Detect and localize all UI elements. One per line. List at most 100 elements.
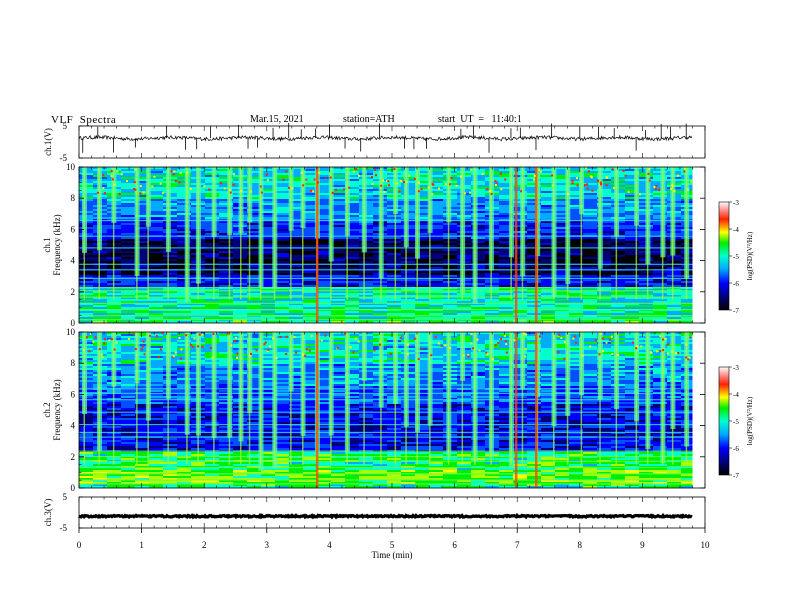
spectrogram-cell bbox=[639, 267, 653, 269]
spectrogram-cell bbox=[303, 267, 317, 269]
spectrogram-cell bbox=[219, 354, 233, 356]
spectrogram-cell bbox=[653, 181, 667, 183]
spectrogram-cell bbox=[247, 169, 261, 171]
spectrogram-cell bbox=[205, 249, 219, 251]
spectrogram-cell bbox=[527, 362, 541, 364]
spectrogram-cell bbox=[177, 281, 191, 283]
spectrogram-cell bbox=[345, 338, 359, 340]
spectrogram-cell bbox=[597, 340, 611, 342]
spectrogram-cell bbox=[163, 305, 177, 307]
speckle bbox=[305, 178, 308, 181]
spectrogram-cell bbox=[471, 243, 485, 245]
spectrogram-cell bbox=[121, 203, 135, 205]
spectrogram-cell bbox=[625, 261, 639, 263]
spectrogram-cell bbox=[261, 213, 275, 215]
spectrogram-cell bbox=[177, 203, 191, 205]
speckle bbox=[348, 186, 351, 189]
spectrogram-cell bbox=[429, 281, 443, 283]
spectrogram-cell bbox=[429, 313, 443, 315]
spectrogram-cell bbox=[275, 350, 289, 352]
spectrogram-cell bbox=[303, 193, 317, 195]
spectrogram-cell bbox=[429, 352, 443, 354]
spectrogram-cell bbox=[625, 169, 639, 171]
spectrogram-cell bbox=[345, 207, 359, 209]
spectrogram-cell bbox=[345, 189, 359, 191]
spectrogram-cell bbox=[583, 249, 597, 251]
spectrogram-cell bbox=[205, 271, 219, 273]
spectrogram-cell bbox=[429, 360, 443, 362]
spectrogram-cell bbox=[219, 223, 233, 225]
spectrogram-cell bbox=[513, 273, 527, 275]
spectrogram-cell bbox=[331, 241, 345, 243]
spectrogram-cell bbox=[611, 245, 625, 247]
spectrogram-cell bbox=[289, 259, 303, 261]
spectrogram-cell bbox=[415, 259, 429, 261]
spectrogram-cell bbox=[499, 362, 513, 364]
spectrogram-cell bbox=[513, 336, 527, 338]
spectrogram-cell bbox=[569, 199, 583, 201]
spectrogram-cell bbox=[583, 289, 597, 291]
spectrogram-cell bbox=[527, 303, 541, 305]
spectrogram-cell bbox=[569, 185, 583, 187]
spectrogram-cell bbox=[177, 297, 191, 299]
spectrogram-cell bbox=[415, 249, 429, 251]
spectrogram-cell bbox=[527, 279, 541, 281]
spectrogram-cell bbox=[471, 205, 485, 207]
spectrogram-cell bbox=[317, 201, 331, 203]
spectrogram-cell bbox=[415, 255, 429, 257]
spectrogram-cell bbox=[513, 360, 527, 362]
spectrogram-cell bbox=[527, 237, 541, 239]
spectrogram-cell bbox=[205, 279, 219, 281]
speckle bbox=[539, 170, 542, 173]
spectrogram-cell bbox=[681, 307, 693, 309]
spectrogram-cell bbox=[653, 209, 667, 211]
spectrogram-cell bbox=[275, 233, 289, 235]
spectrogram-cell bbox=[583, 275, 597, 277]
spectrogram-cell bbox=[429, 305, 443, 307]
spectrogram-cell bbox=[387, 227, 401, 229]
spectrogram-cell bbox=[219, 177, 233, 179]
spectrogram-cell bbox=[471, 279, 485, 281]
spectrogram-cell bbox=[513, 350, 527, 352]
spectrogram-cell bbox=[135, 257, 149, 259]
spectrogram-cell bbox=[429, 307, 443, 309]
spectrogram-cell bbox=[569, 332, 583, 334]
spectrogram-cell bbox=[667, 261, 681, 263]
spectrogram-cell bbox=[667, 267, 681, 269]
spectrogram-cell bbox=[345, 259, 359, 261]
spectrogram-cell bbox=[429, 346, 443, 348]
spectrogram-cell bbox=[177, 217, 191, 219]
spectrogram-cell bbox=[373, 305, 387, 307]
spectrogram-cell bbox=[219, 317, 233, 319]
spectrogram-cell bbox=[261, 295, 275, 297]
speckle bbox=[638, 193, 641, 196]
spectrogram-cell bbox=[345, 253, 359, 255]
speckle bbox=[170, 170, 173, 173]
spectrogram-cell bbox=[163, 297, 177, 299]
spectrogram-cell bbox=[177, 279, 191, 281]
spectrogram-cell bbox=[443, 261, 457, 263]
spectrogram-cell bbox=[275, 259, 289, 261]
spectrogram-cell bbox=[163, 295, 177, 297]
spectrogram-cell bbox=[205, 265, 219, 267]
speckle bbox=[102, 174, 105, 177]
spectrogram-cell bbox=[513, 374, 527, 376]
spectrogram-cell bbox=[345, 243, 359, 245]
spectrogram-cell bbox=[415, 366, 429, 368]
spectrogram-cell bbox=[219, 289, 233, 291]
spectrogram-cell bbox=[205, 283, 219, 285]
spectrogram-cell bbox=[569, 346, 583, 348]
spectrogram-cell bbox=[247, 305, 261, 307]
spectrogram-cell bbox=[569, 207, 583, 209]
spectrogram-cell bbox=[471, 313, 485, 315]
spectrogram-cell bbox=[121, 177, 135, 179]
spectrogram-cell bbox=[177, 340, 191, 342]
spectrogram-cell bbox=[317, 223, 331, 225]
spectrogram-cell bbox=[429, 303, 443, 305]
spectrogram-cell bbox=[121, 251, 135, 253]
spectrogram-cell bbox=[513, 249, 527, 251]
spectrogram-cell bbox=[317, 283, 331, 285]
spectrogram-cell bbox=[149, 299, 163, 301]
spectrogram-cell bbox=[331, 307, 345, 309]
spectrogram-cell bbox=[611, 243, 625, 245]
